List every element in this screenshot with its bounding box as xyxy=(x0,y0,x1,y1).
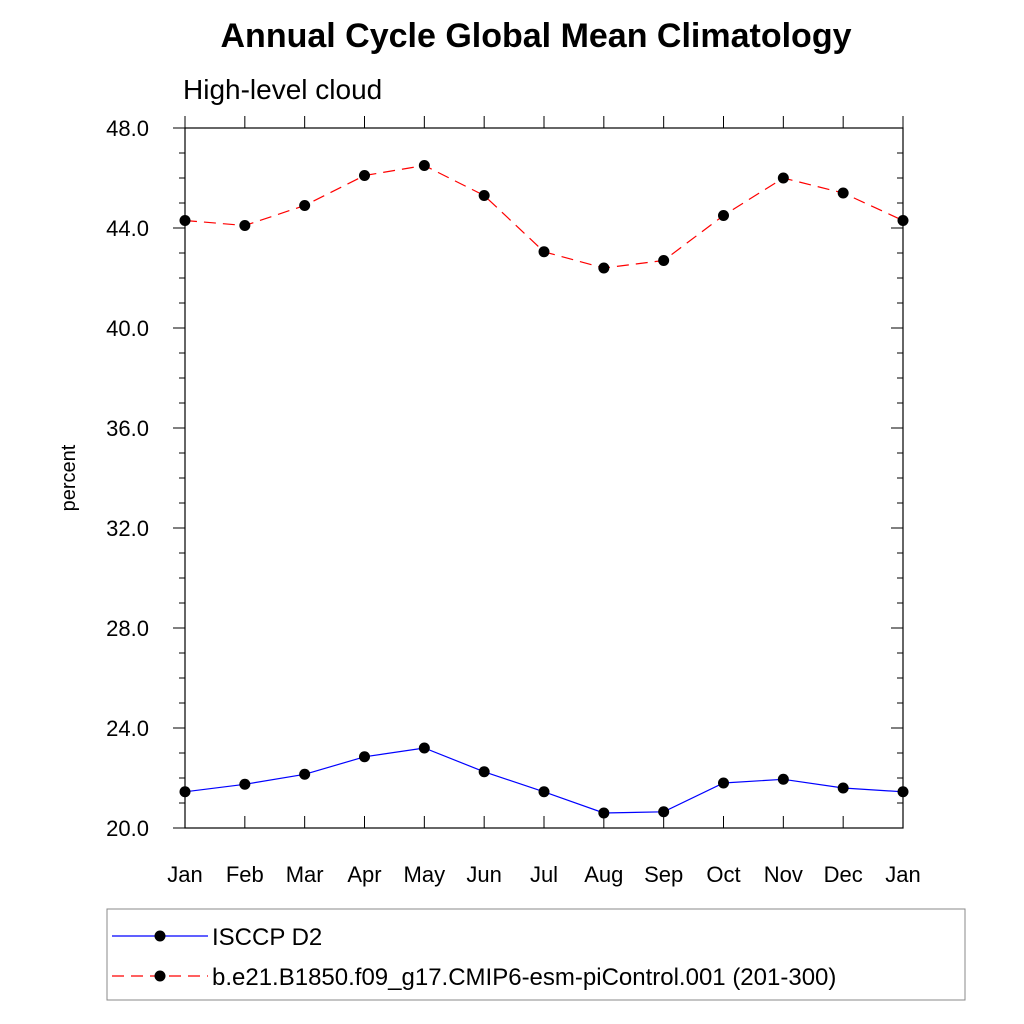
series-0-point xyxy=(837,782,849,794)
x-tick-labels: Jan Feb Mar Apr May Jun Jul Aug Sep Oct Nov Dec Jan xyxy=(167,862,920,887)
x-tick-label: May xyxy=(404,862,446,887)
x-tick-label: Feb xyxy=(226,862,264,887)
series-points xyxy=(179,160,909,819)
series-0-point xyxy=(538,786,550,798)
series-0-point xyxy=(418,742,430,754)
series-0-point xyxy=(598,807,610,819)
x-tick-label: Jan xyxy=(167,862,202,887)
y-tick-label: 28.0 xyxy=(106,616,149,641)
series-0-point xyxy=(777,773,789,785)
plot-frame xyxy=(184,127,904,829)
series-1-point xyxy=(837,187,849,199)
x-tick-label: Mar xyxy=(286,862,324,887)
chart-title: Annual Cycle Global Mean Climatology xyxy=(221,17,852,55)
axis-ticks xyxy=(173,116,904,829)
y-tick-label: 32.0 xyxy=(106,516,149,541)
series-1-point xyxy=(239,220,251,231)
legend: ISCCP D2 b.e21.B1850.f09_g17.CMIP6-esm-p… xyxy=(106,908,966,1001)
x-tick-label: Sep xyxy=(644,862,683,887)
y-tick-label: 36.0 xyxy=(106,416,149,441)
series-1-point xyxy=(478,190,490,201)
legend-label-isccp: ISCCP D2 xyxy=(212,924,322,951)
x-tick-label: Oct xyxy=(706,862,740,887)
legend-marker-isccp xyxy=(154,930,166,942)
x-tick-label: Jan xyxy=(885,862,920,887)
series-0-point xyxy=(658,806,670,818)
series-0-point xyxy=(239,778,251,790)
series-0-point xyxy=(718,777,729,789)
legend-label-model: b.e21.B1850.f09_g17.CMIP6-esm-piControl.… xyxy=(212,964,836,991)
series-0-point xyxy=(359,751,370,763)
legend-marker-model xyxy=(154,970,166,982)
series-1-point xyxy=(418,160,430,171)
series-1-point xyxy=(598,262,610,274)
y-tick-labels: 20.0 24.0 28.0 32.0 36.0 40.0 44.0 48.0 xyxy=(106,116,149,841)
y-axis-label: percent xyxy=(58,444,80,511)
legend-box xyxy=(106,908,966,1001)
series-1-point xyxy=(299,200,311,211)
y-tick-label: 48.0 xyxy=(106,116,149,141)
x-tick-label: Aug xyxy=(584,862,623,887)
series-lines xyxy=(184,164,904,814)
x-tick-label: Dec xyxy=(824,862,863,887)
series-0-point xyxy=(299,768,311,780)
series-1-point xyxy=(777,172,789,184)
y-tick-label: 44.0 xyxy=(106,216,149,241)
x-tick-label: Apr xyxy=(347,862,381,887)
series-1-point xyxy=(658,255,670,266)
y-tick-label: 24.0 xyxy=(106,716,149,741)
series-1-point xyxy=(718,210,729,221)
x-tick-label: Nov xyxy=(764,862,803,887)
x-tick-label: Jul xyxy=(530,862,558,887)
series-1-point xyxy=(359,170,370,181)
y-tick-label: 20.0 xyxy=(106,816,149,841)
series-0-point xyxy=(478,766,490,778)
y-tick-label: 40.0 xyxy=(106,316,149,341)
series-1-point xyxy=(538,246,550,258)
series-line-0 xyxy=(184,747,904,814)
x-tick-label: Jun xyxy=(466,862,501,887)
chart-subtitle: High-level cloud xyxy=(183,74,382,105)
